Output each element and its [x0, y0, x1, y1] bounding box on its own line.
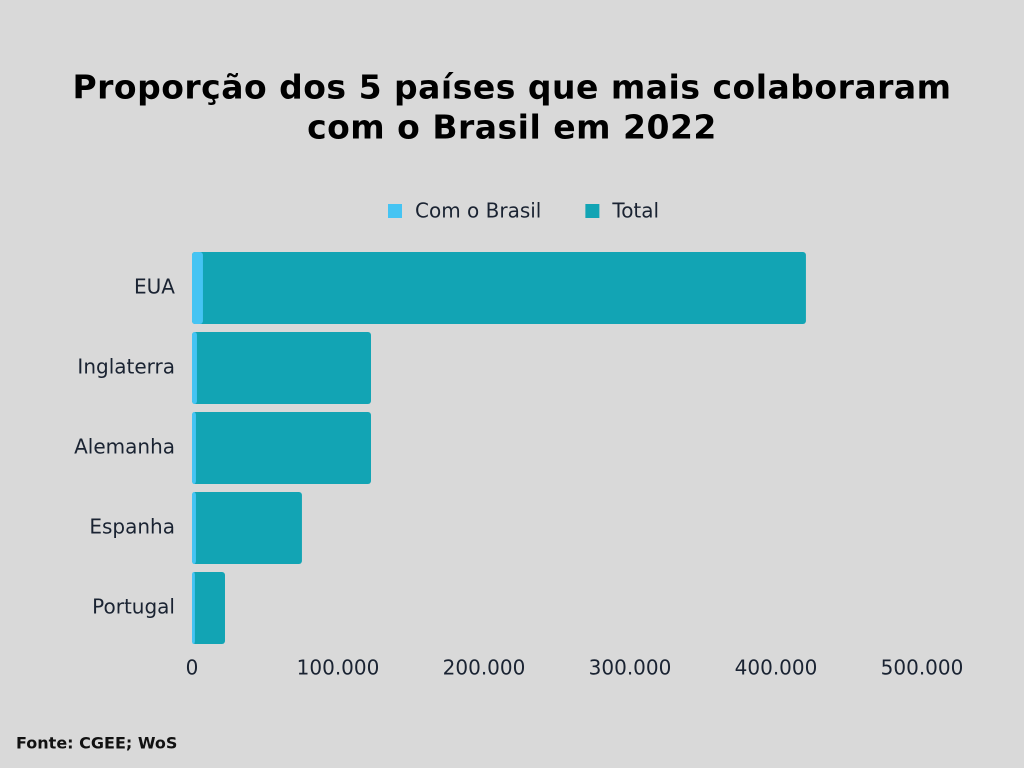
x-tick-label: 300.000	[589, 656, 672, 680]
bar	[192, 332, 197, 404]
legend-label: Com o Brasil	[415, 199, 541, 223]
bar	[192, 412, 371, 484]
bar	[192, 252, 806, 324]
bar	[192, 252, 203, 324]
x-tick-label: 400.000	[735, 656, 818, 680]
x-tick-label: 500.000	[881, 656, 964, 680]
source-note: Fonte: CGEE; WoS	[16, 734, 177, 753]
chart-title: Proporção dos 5 países que mais colabora…	[72, 68, 951, 107]
legend-swatch	[585, 204, 600, 218]
y-tick-label: Inglaterra	[77, 355, 175, 379]
bar	[192, 572, 225, 644]
legend-swatch	[388, 204, 402, 218]
bar	[192, 572, 195, 644]
y-tick-label: Alemanha	[74, 435, 175, 459]
bar	[192, 332, 371, 404]
y-tick-label: Portugal	[92, 595, 175, 619]
legend-label: Total	[611, 199, 659, 223]
bar	[192, 492, 196, 564]
x-tick-label: 0	[186, 656, 199, 680]
x-tick-label: 200.000	[443, 656, 526, 680]
bar	[192, 412, 196, 484]
y-tick-label: EUA	[134, 275, 175, 299]
x-tick-label: 100.000	[297, 656, 380, 680]
chart-title: com o Brasil em 2022	[307, 108, 717, 147]
y-tick-label: Espanha	[89, 515, 175, 539]
bar	[192, 492, 302, 564]
